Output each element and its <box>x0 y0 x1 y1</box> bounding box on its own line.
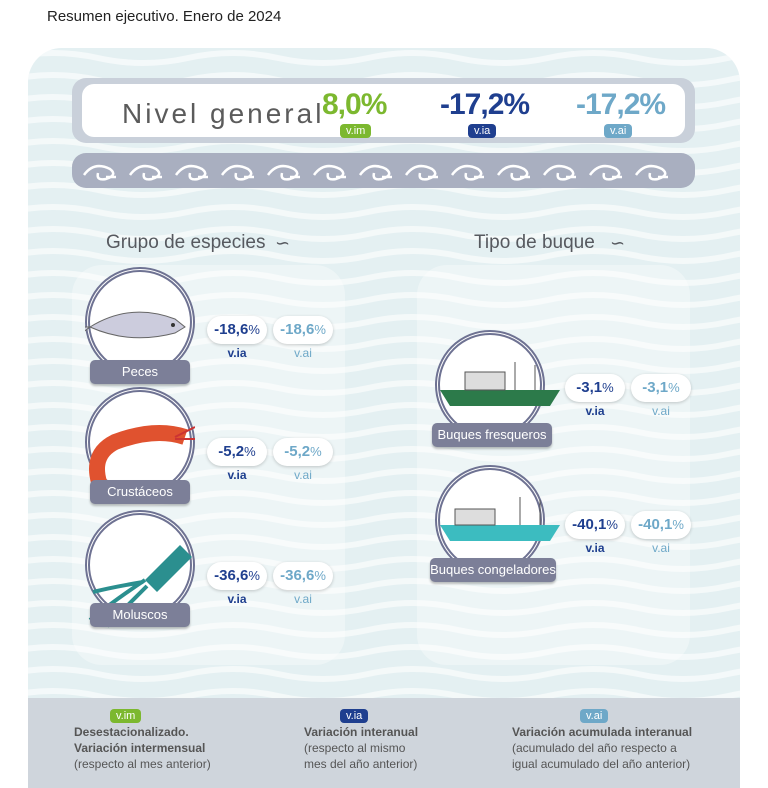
rope-knot-icon <box>82 164 668 181</box>
vai-caption: v.ai <box>652 541 670 555</box>
rope-icon: ∽ <box>275 233 291 253</box>
general-level-label: Nivel general <box>122 98 325 129</box>
percent-sign: % <box>606 517 618 532</box>
species-vai-pill: -5,2% <box>273 438 333 466</box>
percent-sign: % <box>668 380 680 395</box>
vai-badge: v.ai <box>604 124 633 138</box>
via-caption: v.ia <box>227 592 247 606</box>
percent-sign: % <box>310 444 322 459</box>
vai-value: -5,2 <box>284 443 311 460</box>
general-level-banner: Nivel general 8,0% v.im -17,2% v.ia -17,… <box>72 78 695 143</box>
species-label: Moluscos <box>90 603 190 627</box>
via-caption: v.ia <box>585 541 605 555</box>
percent-sign: % <box>672 517 684 532</box>
legend-text: (respecto al mes anterior) <box>74 757 211 771</box>
legend-text: (acumulado del año respecto a <box>512 741 677 755</box>
percent-sign: % <box>314 568 326 583</box>
legend-text: Variación intermensual <box>74 741 206 755</box>
via-caption: v.ia <box>227 346 247 360</box>
species-via-pill: -36,6% <box>207 562 267 590</box>
freezer-ship-icon <box>435 495 565 550</box>
trawler-icon <box>435 360 565 415</box>
percent-sign: % <box>244 444 256 459</box>
vai-value: -40,1 <box>638 516 673 533</box>
vessels-label: Buques congeladores <box>430 558 556 582</box>
shrimp-icon <box>85 417 196 512</box>
page-title: Resumen ejecutivo. Enero de 2024 <box>47 8 282 25</box>
via-badge: v.ia <box>468 124 497 138</box>
general-vai-value: -17,2% <box>576 88 666 121</box>
fish-icon <box>81 297 195 362</box>
vessel-section-heading: Tipo de buque <box>474 232 595 253</box>
legend-vim: v.im Desestacionalizado. Variación inter… <box>74 706 211 772</box>
vessels-via-pill: -3,1% <box>565 374 625 402</box>
legend-text: igual acumulado del año anterior) <box>512 757 691 771</box>
vim-badge: v.im <box>340 124 372 138</box>
via-value: -5,2 <box>218 443 245 460</box>
legend-text: Variación acumulada interanual <box>512 725 693 739</box>
vessels-label: Buques fresqueros <box>432 423 552 447</box>
legend-via: v.ia Variación interanual (respecto al m… <box>304 706 418 772</box>
species-section-heading: Grupo de especies <box>106 232 266 253</box>
species-label: Peces <box>90 360 190 384</box>
species-via-pill: -18,6% <box>207 316 267 344</box>
via-value: -40,1 <box>572 516 607 533</box>
legend-text: Variación interanual <box>304 725 419 739</box>
legend-badge: v.ia <box>340 709 369 723</box>
legend-text: (respecto al mismo <box>304 741 406 755</box>
vai-caption: v.ai <box>652 404 670 418</box>
species-label: Crustáceos <box>90 480 190 504</box>
vessels-via-pill: -40,1% <box>565 511 625 539</box>
rope-divider <box>72 153 695 188</box>
percent-sign: % <box>314 322 326 337</box>
percent-sign: % <box>602 380 614 395</box>
vessels-vai-pill: -40,1% <box>631 511 691 539</box>
general-vim-value: 8,0% <box>322 88 387 121</box>
legend-band: v.im Desestacionalizado. Variación inter… <box>28 698 740 788</box>
percent-sign: % <box>248 322 260 337</box>
species-vai-pill: -18,6% <box>273 316 333 344</box>
via-value: -36,6 <box>214 567 249 584</box>
via-caption: v.ia <box>585 404 605 418</box>
via-value: -3,1 <box>576 379 603 396</box>
vai-value: -18,6 <box>280 321 315 338</box>
general-via-value: -17,2% <box>440 88 530 121</box>
legend-text: mes del año anterior) <box>304 757 418 771</box>
legend-badge: v.ai <box>580 709 609 723</box>
species-via-pill: -5,2% <box>207 438 267 466</box>
vai-caption: v.ai <box>294 592 312 606</box>
vai-caption: v.ai <box>294 468 312 482</box>
vessels-vai-pill: -3,1% <box>631 374 691 402</box>
vai-caption: v.ai <box>294 346 312 360</box>
vai-value: -3,1 <box>642 379 669 396</box>
via-caption: v.ia <box>227 468 247 482</box>
legend-text: Desestacionalizado. <box>74 725 189 739</box>
via-value: -18,6 <box>214 321 249 338</box>
percent-sign: % <box>248 568 260 583</box>
legend-badge: v.im <box>110 709 142 723</box>
vessel-panel <box>417 265 690 665</box>
species-vai-pill: -36,6% <box>273 562 333 590</box>
legend-vai: v.ai Variación acumulada interanual (acu… <box>512 706 692 772</box>
vai-value: -36,6 <box>280 567 315 584</box>
rope-icon: ∽ <box>610 233 626 253</box>
